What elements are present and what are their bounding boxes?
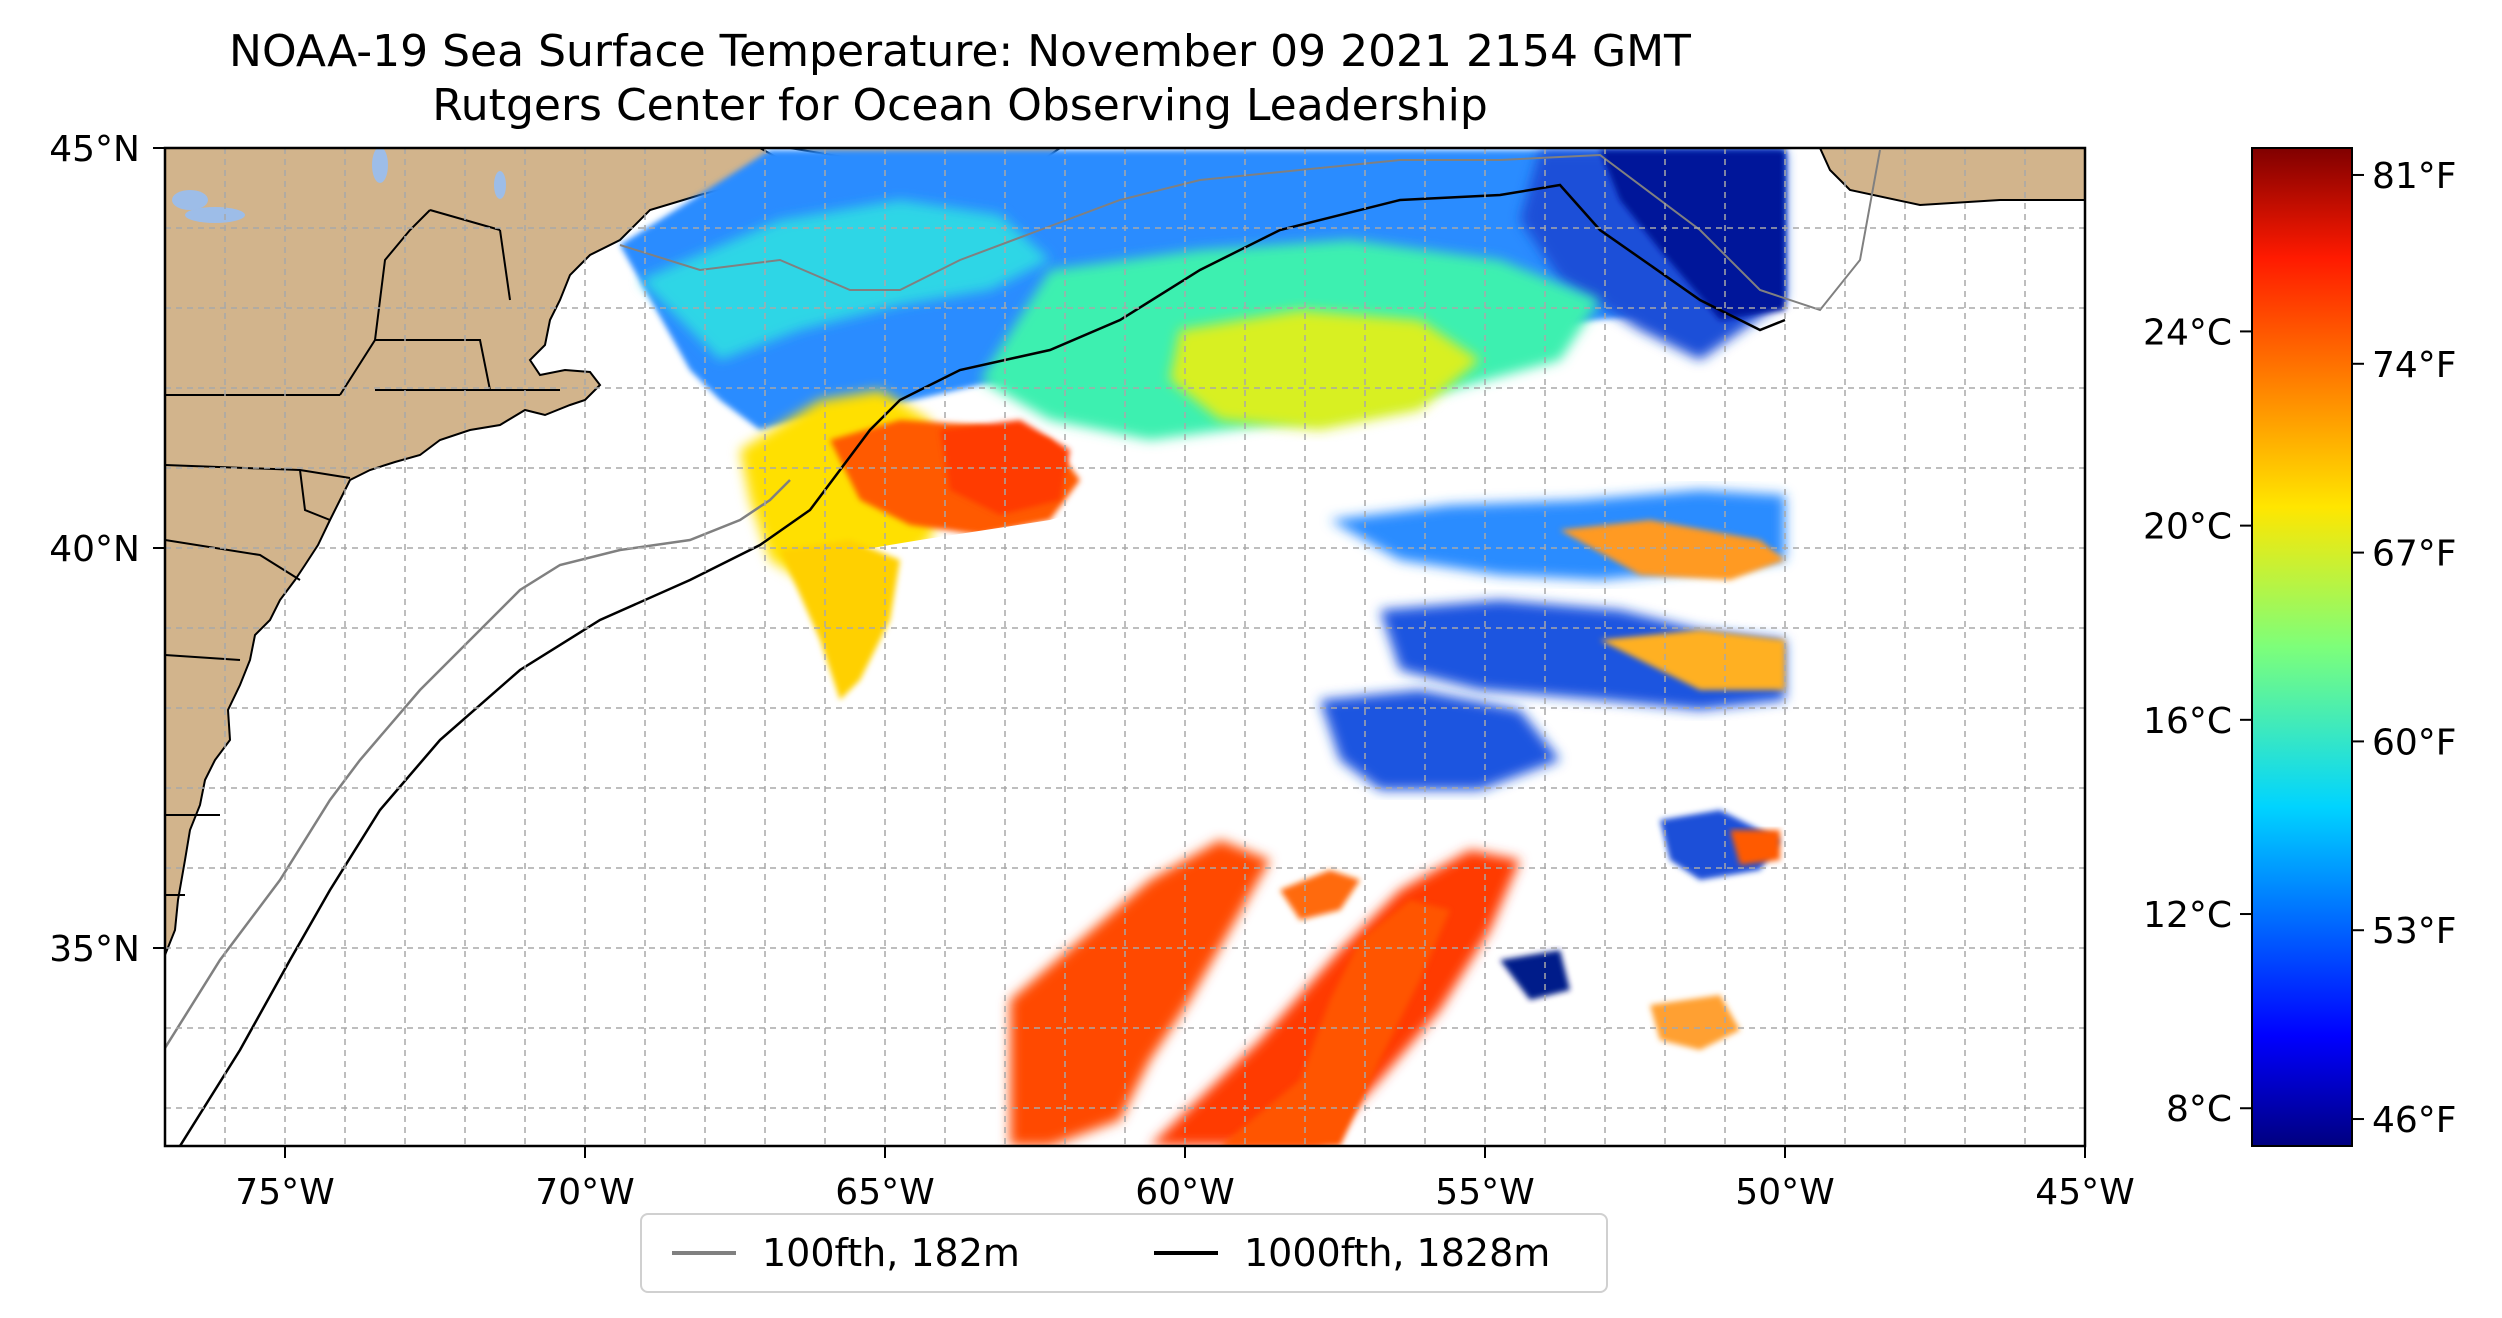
map-title: NOAA-19 Sea Surface Temperature: Novembe…: [229, 26, 1691, 77]
colorbar-f-label: 46°F: [2372, 1100, 2457, 1141]
lon-tick-label: 75°W: [235, 1172, 334, 1213]
state-borders: [165, 209, 560, 896]
colorbar-c-label: 16°C: [2143, 701, 2232, 742]
colorbar-c-label: 24°C: [2143, 312, 2232, 353]
legend-swatch: [672, 1251, 736, 1255]
lon-tick-label: 65°W: [835, 1172, 934, 1213]
lake: [172, 190, 208, 210]
land-north-america: [165, 148, 793, 956]
lon-tick-label: 60°W: [1135, 1172, 1234, 1213]
lat-tick-label: 45°N: [49, 129, 140, 170]
colorbar-f-label: 74°F: [2372, 345, 2457, 386]
colorbar-f-label: 81°F: [2372, 156, 2457, 197]
colorbar-f-label: 67°F: [2372, 534, 2457, 575]
colorbar-c-label: 8°C: [2166, 1089, 2232, 1130]
colorbar-f-label: 60°F: [2372, 722, 2457, 763]
graticule: [165, 148, 2085, 1146]
lon-tick-label: 70°W: [535, 1172, 634, 1213]
isobath-100fth-north: [619, 149, 1881, 312]
map-frame: [163, 146, 2087, 1148]
legend-item-1000fth: 1000fth, 1828m: [1154, 1215, 1550, 1291]
map-subtitle: Rutgers Center for Ocean Observing Leade…: [432, 80, 1488, 131]
lake: [185, 207, 245, 223]
isobath-legend: 100fth, 182m 1000fth, 1828m: [640, 1213, 1608, 1293]
lon-tick-label: 45°W: [2035, 1172, 2134, 1213]
lat-tick-label: 35°N: [49, 929, 140, 970]
axis-ticks: [153, 147, 2086, 1158]
land-newfoundland: [1818, 148, 2085, 207]
map-content: [165, 148, 2085, 1146]
lat-tick-label: 40°N: [49, 529, 140, 570]
colorbar-c-label: 12°C: [2143, 895, 2232, 936]
colorbar: [2251, 147, 2353, 1147]
legend-swatch: [1154, 1251, 1218, 1255]
lon-tick-label: 50°W: [1735, 1172, 1834, 1213]
colorbar-f-label: 53°F: [2372, 911, 2457, 952]
lake: [494, 171, 506, 199]
lake: [372, 148, 388, 183]
colorbar-c-label: 20°C: [2143, 507, 2232, 548]
legend-item-100fth: 100fth, 182m: [672, 1215, 1020, 1291]
sst-swath: [620, 150, 1785, 1146]
colorbar-ticks: 81°F 74°F 67°F 60°F 53°F 46°F 24°C 20°C 16°C 12°C…: [2143, 156, 2456, 1141]
legend-label: 1000fth, 1828m: [1244, 1231, 1551, 1275]
isobath-100fth: [165, 479, 791, 1049]
legend-label: 100fth, 182m: [762, 1231, 1020, 1275]
lon-tick-label: 55°W: [1435, 1172, 1534, 1213]
